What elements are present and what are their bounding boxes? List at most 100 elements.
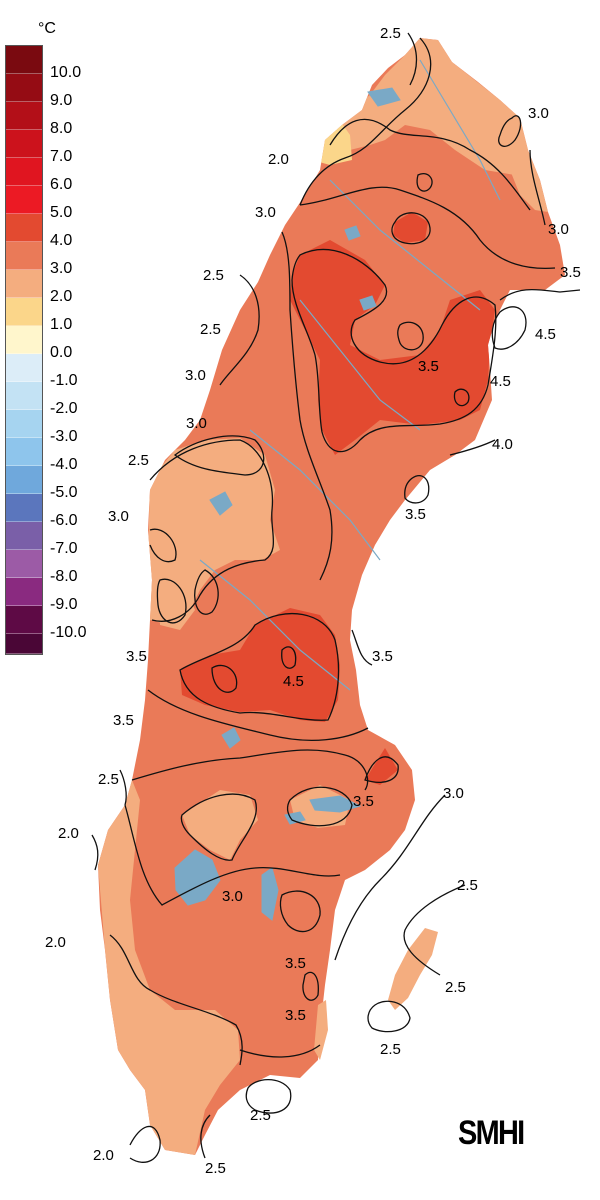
zone-4-5-norrbotten <box>290 240 495 455</box>
legend-swatch <box>6 550 42 578</box>
lake-torne <box>367 87 401 107</box>
isolines <box>91 32 581 1163</box>
legend-label: -9.0 <box>50 596 78 613</box>
lake-siljan <box>221 727 241 749</box>
zone-4-5-uppland <box>180 608 340 722</box>
isoline-44 <box>119 769 127 806</box>
isoline-26 <box>147 689 369 741</box>
legend-swatch <box>6 606 42 634</box>
isoline-label: 3.5 <box>353 793 374 810</box>
isoline-36 <box>302 971 319 1001</box>
isoline-22 <box>194 569 219 615</box>
legend-label: 8.0 <box>50 120 73 137</box>
isoline-label: 2.5 <box>457 877 478 894</box>
isoline-33 <box>334 794 446 961</box>
zone-2-3-vattern <box>182 790 258 860</box>
isoline-label: 2.5 <box>445 979 466 996</box>
lake-vanern <box>174 849 221 906</box>
lake-hjalmaren <box>284 811 306 825</box>
isoline-7 <box>391 212 431 245</box>
temperature-legend: °C 10.0 9.0 8.0 7.0 6.0 5.0 4.0 3.0 2.0 1.0 0.0 -1.… <box>0 0 110 700</box>
river-3 <box>199 559 351 691</box>
legend-label: -2.0 <box>50 400 78 417</box>
isoline-label: 2.0 <box>45 934 66 951</box>
legend-swatch <box>6 158 42 186</box>
legend-swatch <box>6 270 42 298</box>
isoline-label: 2.5 <box>380 25 401 42</box>
legend-swatch <box>6 130 42 158</box>
lake-malaren <box>309 795 362 813</box>
isoline-label: 3.5 <box>126 648 147 665</box>
isoline-label: 3.0 <box>255 204 276 221</box>
isoline-label: 2.0 <box>58 825 79 842</box>
isoline-35 <box>109 934 243 1066</box>
isoline-label: 3.0 <box>222 888 243 905</box>
isoline-25 <box>281 646 297 669</box>
isoline-label: 3.0 <box>443 785 464 802</box>
isoline-27 <box>351 629 373 666</box>
legend-label: -10.0 <box>50 624 87 641</box>
isoline-30 <box>286 786 353 827</box>
isoline-label: 3.5 <box>285 1007 306 1024</box>
legend-label: -4.0 <box>50 456 78 473</box>
gotland <box>314 928 438 1060</box>
isoline-label: 3.5 <box>113 712 134 729</box>
isoline-label: 2.5 <box>98 771 119 788</box>
isoline-label: 2.0 <box>268 151 289 168</box>
zone-2-3-central-west <box>160 580 195 630</box>
isoline-18 <box>149 439 275 622</box>
isoline-10 <box>397 321 424 351</box>
legend-swatch <box>6 410 42 438</box>
zone-4-5-peak <box>393 212 428 243</box>
river-1 <box>299 299 421 431</box>
isoline-12 <box>491 306 527 350</box>
isoline-13 <box>499 288 581 301</box>
isoline-label: 2.5 <box>250 1107 271 1124</box>
legend-label: 0.0 <box>50 344 73 361</box>
isoline-2 <box>407 32 418 86</box>
legend-swatch <box>6 102 42 130</box>
isoline-label: 4.5 <box>283 673 304 690</box>
isoline-15 <box>404 475 430 504</box>
isoline-label: 2.5 <box>380 1041 401 1058</box>
legend-swatch <box>6 354 42 382</box>
legend-label: -6.0 <box>50 512 78 529</box>
legend-label: -3.0 <box>50 428 78 445</box>
isoline-1 <box>299 37 432 206</box>
water-features <box>174 59 501 921</box>
isoline-label: 3.0 <box>186 415 207 432</box>
isoline-6 <box>329 118 531 211</box>
river-4 <box>329 179 481 311</box>
isoline-5 <box>529 149 546 226</box>
isoline-41 <box>129 1125 161 1163</box>
isoline-label: 2.0 <box>93 1147 114 1164</box>
lake-vattern <box>261 867 279 921</box>
legend-label: -1.0 <box>50 372 78 389</box>
isoline-label: 2.5 <box>200 321 221 338</box>
isoline-21 <box>156 578 187 624</box>
isoline-29 <box>364 756 399 783</box>
isoline-label: 2.5 <box>203 267 224 284</box>
isoline-label: 3.5 <box>405 506 426 523</box>
legend-swatch <box>6 298 42 326</box>
isoline-label: 3.5 <box>372 648 393 665</box>
legend-swatch <box>6 186 42 214</box>
isoline-42 <box>200 1114 211 1159</box>
legend-label: 2.0 <box>50 288 73 305</box>
legend-label: 9.0 <box>50 92 73 109</box>
isoline-43 <box>91 834 99 871</box>
isoline-20 <box>149 528 177 563</box>
isoline-label: 2.5 <box>205 1160 226 1177</box>
isoline-16 <box>219 274 260 386</box>
lake-north-1 <box>359 295 377 311</box>
isoline-label: 4.5 <box>490 373 511 390</box>
legend-swatch <box>6 578 42 606</box>
isoline-label: 3.5 <box>560 264 581 281</box>
legend-swatch <box>6 522 42 550</box>
legend-swatch <box>6 214 42 242</box>
smhi-logo: SMHI <box>458 1114 525 1152</box>
isoline-19 <box>173 435 265 476</box>
isoline-34 <box>279 890 321 933</box>
legend-label: -7.0 <box>50 540 78 557</box>
